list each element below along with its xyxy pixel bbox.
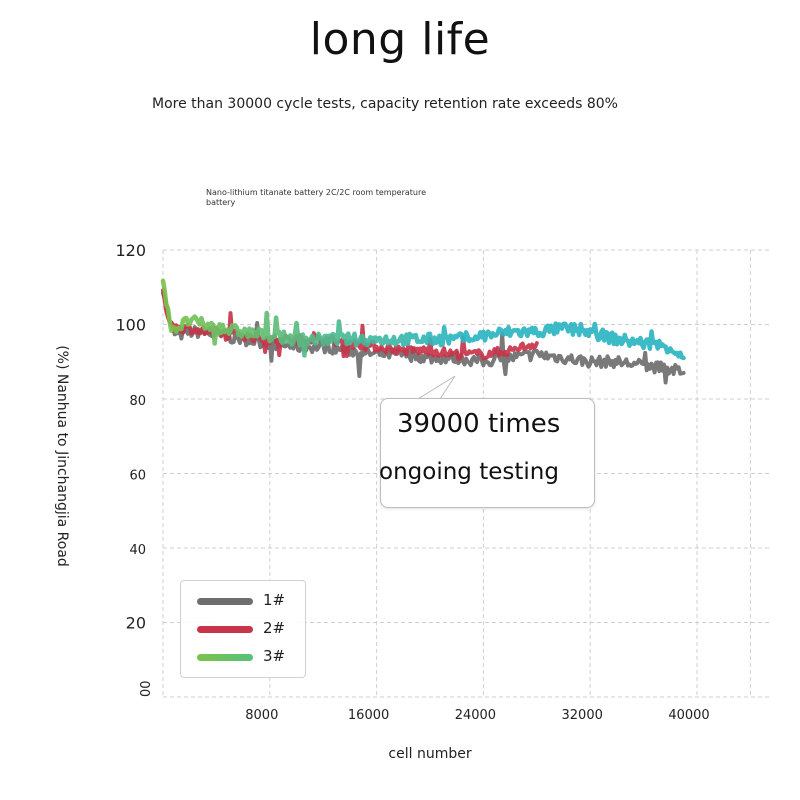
chart-title: Nano-lithium titanate battery 2C/2C room… — [206, 188, 426, 207]
y-tick-label-4: 80 — [129, 394, 146, 409]
legend-label-2: 2# — [263, 619, 286, 637]
y-tick-label-6: 120 — [115, 241, 146, 260]
x-tick-label-2: 16000 — [348, 708, 389, 723]
chart-legend: 1# 2# 3# — [180, 580, 306, 678]
x-tick-label-4: 32000 — [562, 708, 603, 723]
y-tick-label-1: 20 — [126, 614, 146, 633]
series-line-1 — [161, 290, 686, 385]
page-subtitle: More than 30000 cycle tests, capacity re… — [152, 96, 618, 112]
legend-item-1: 1# — [197, 591, 301, 611]
legend-item-3: 3# — [197, 647, 301, 667]
legend-swatch-1 — [197, 598, 253, 605]
x-tick-label-1: 8000 — [245, 708, 278, 723]
annotation-callout: 39000 times ongoing testing — [379, 398, 595, 508]
legend-label-1: 1# — [263, 591, 286, 609]
page-title: long life — [309, 14, 491, 65]
y-tick-label-3: 60 — [129, 469, 146, 484]
legend-swatch-3 — [197, 654, 253, 661]
callout-line-1: 39000 times — [397, 409, 561, 439]
callout-line-2: ongoing testing — [379, 459, 559, 485]
x-tick-label-3: 24000 — [455, 708, 496, 723]
y-tick-label-2: 40 — [129, 543, 146, 558]
x-axis-label: cell number — [388, 746, 472, 762]
legend-item-2: 2# — [197, 619, 301, 639]
x-tick-label-5: 40000 — [668, 708, 709, 723]
legend-swatch-2 — [197, 626, 253, 633]
legend-label-3: 3# — [263, 647, 286, 665]
callout-pointer — [416, 375, 456, 400]
y-axis-label: (%) Nanhua to Jinchangjia Road — [54, 345, 70, 567]
series-line-3 — [160, 278, 686, 361]
y-tick-label-0: 00 — [136, 680, 151, 697]
y-tick-label-5: 100 — [115, 316, 146, 335]
